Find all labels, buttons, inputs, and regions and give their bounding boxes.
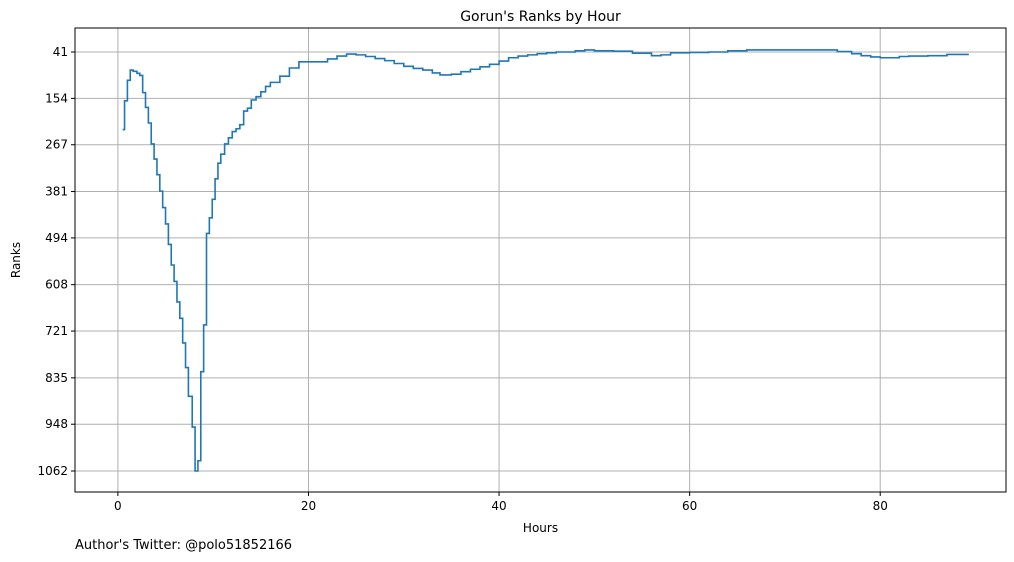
x-tick-label: 80 — [873, 499, 888, 513]
y-axis: 41 154 267 381 494 608 721 835 948 1062 — [37, 45, 75, 478]
y-tick-label: 154 — [45, 91, 68, 105]
y-axis-label: Ranks — [9, 242, 23, 278]
author-credit: Author's Twitter: @polo51852166 — [75, 538, 293, 553]
x-tick-label: 0 — [114, 499, 122, 513]
y-tick-label: 494 — [45, 231, 68, 245]
plot-frame — [74, 27, 1007, 493]
grid — [75, 28, 1006, 492]
y-tick-label: 948 — [45, 417, 68, 431]
y-tick-label: 1062 — [37, 464, 68, 478]
x-tick-label: 20 — [301, 499, 316, 513]
plot-area — [122, 49, 969, 472]
x-tick-label: 60 — [682, 499, 697, 513]
y-tick-label: 721 — [45, 324, 68, 338]
series-line — [122, 49, 969, 472]
y-tick-label: 267 — [45, 138, 68, 152]
y-tick-label: 381 — [45, 185, 68, 199]
chart-title: Gorun's Ranks by Hour — [460, 9, 621, 25]
x-tick-label: 40 — [491, 499, 506, 513]
x-axis: 0 20 40 60 80 — [114, 492, 888, 513]
x-axis-label: Hours — [523, 521, 558, 535]
y-tick-label: 835 — [45, 371, 68, 385]
y-tick-label: 608 — [45, 278, 68, 292]
y-tick-label: 41 — [53, 45, 68, 59]
